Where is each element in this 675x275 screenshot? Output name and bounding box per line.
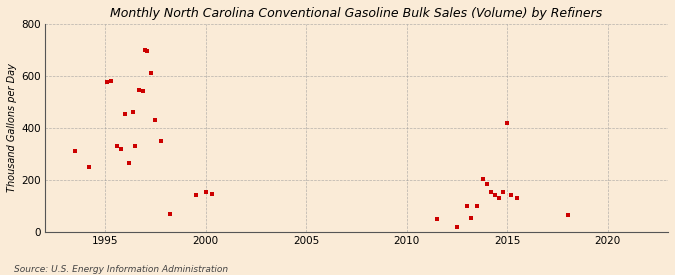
Point (498, 189, 509, 194)
Point (130, 144, 141, 148)
Point (431, 217, 442, 221)
Point (102, 80, 113, 85)
Point (150, 118, 161, 122)
Point (116, 147, 127, 151)
Point (478, 176, 489, 181)
Text: Source: U.S. Energy Information Administration: Source: U.S. Energy Information Administ… (14, 265, 227, 274)
Point (138, 89, 148, 94)
Title: Monthly North Carolina Conventional Gasoline Bulk Sales (Volume) by Refiners: Monthly North Carolina Conventional Gaso… (110, 7, 603, 20)
Point (70, 149, 80, 153)
Point (112, 144, 123, 148)
Point (124, 161, 135, 165)
Point (156, 139, 167, 143)
Point (142, 49, 153, 53)
Point (190, 193, 201, 198)
Point (140, 48, 151, 52)
Point (490, 193, 501, 198)
Point (146, 71, 157, 76)
Point (200, 189, 211, 194)
Point (84, 165, 95, 169)
Point (106, 79, 117, 83)
Point (134, 88, 144, 92)
Point (466, 215, 477, 220)
Point (482, 182, 493, 186)
Point (506, 193, 516, 198)
Point (164, 211, 175, 216)
Point (472, 204, 483, 208)
Point (562, 213, 573, 217)
Point (452, 224, 462, 229)
Point (512, 196, 522, 200)
Y-axis label: Thousand Gallons per Day: Thousand Gallons per Day (7, 64, 17, 192)
Point (486, 189, 497, 194)
Point (128, 110, 139, 114)
Point (120, 111, 131, 116)
Point (462, 204, 472, 208)
Point (494, 196, 505, 200)
Point (207, 192, 217, 196)
Point (502, 120, 512, 125)
